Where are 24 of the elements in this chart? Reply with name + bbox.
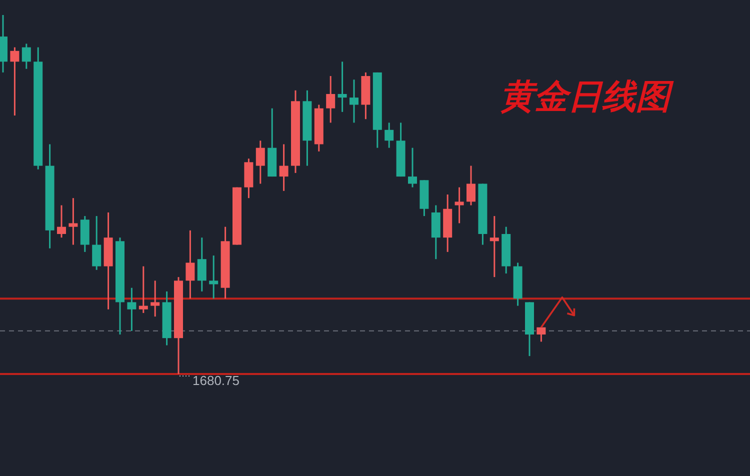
candlestick [92, 215, 102, 271]
candlestick [186, 230, 195, 300]
candlestick [57, 204, 66, 238]
candlestick [536, 326, 546, 342]
candlestick [408, 147, 417, 188]
candlestick [490, 215, 499, 278]
candlestick [150, 280, 160, 318]
candlestick [338, 60, 347, 113]
candlestick [326, 75, 336, 124]
candlestick [138, 266, 148, 314]
candlestick [279, 143, 288, 192]
candlestick [256, 140, 265, 184]
text: 黄金日线图 [500, 77, 674, 117]
candlestick [384, 122, 394, 149]
candlestick [209, 254, 218, 300]
candlestick [127, 287, 136, 332]
candlestick [10, 46, 20, 116]
annotation: 1680.75 [192, 373, 240, 388]
candlestick [350, 78, 358, 124]
candlestick [454, 186, 464, 224]
candlestick [22, 42, 31, 70]
candlestick [197, 236, 206, 292]
candlestick [466, 165, 476, 206]
candlestick [68, 197, 78, 246]
